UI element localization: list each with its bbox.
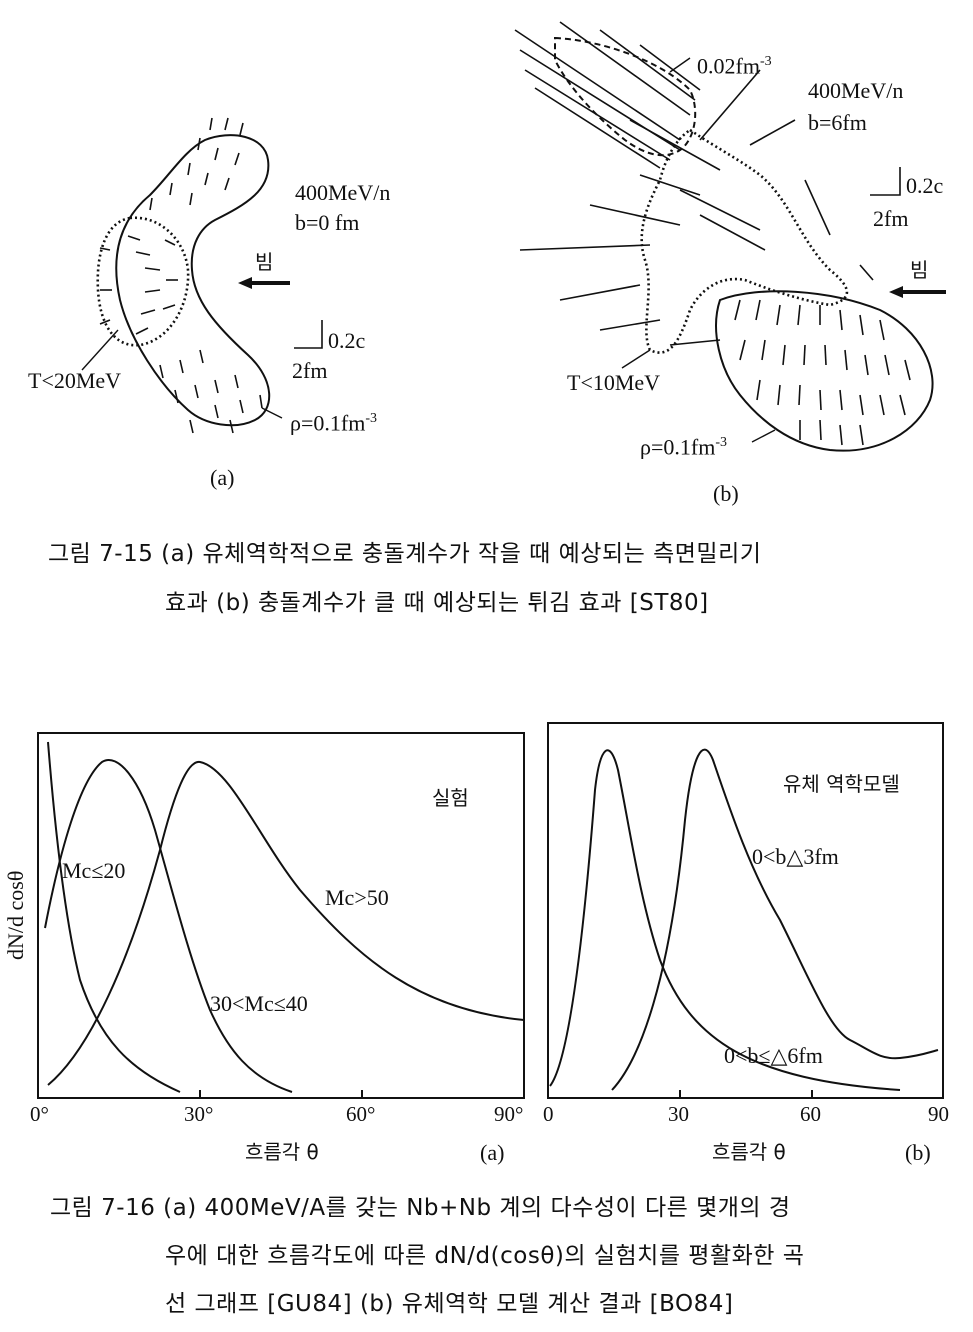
fig16b-xtick-0: 0 [543,1102,554,1126]
fig15b-temperature-label: T<10MeV [567,370,661,395]
fig16b-frame [547,722,944,1099]
fig15b-energy: 400MeV/n [808,78,904,103]
figure-7-16-caption-line2: 우에 대한 흐름각도에 따른 dN/d(cosθ)의 실험치를 평활화한 곡 [165,1243,805,1269]
fig15a-scale-length: 2fm [292,358,328,383]
figure-7-16-caption-line1: 그림 7-16 (a) 400MeV/A를 갖는 Nb+Nb 계의 다수성이 다… [50,1195,791,1221]
fig16b-curve-b-6fm [611,748,939,1091]
fig15b-contour-label: 0.02fm-3 [697,53,772,79]
fig15a-density-label: ρ=0.1fm-3 [290,410,377,436]
fig15a-panel-label: (a) [210,465,235,490]
fig16a-tag: 실험 [432,786,469,810]
fig15a-temperature-label: T<20MeV [28,368,122,393]
fig15b-beam-label: 빔 [910,258,929,282]
fig15b-density-contour [715,290,934,452]
fig15a-density-contour [115,134,271,427]
fig16b-curve-b-3fm [549,749,901,1091]
fig16b-curve1-label: 0<b△3fm [752,844,839,869]
fig15b-panel-label: (b) [713,481,739,506]
fig15a-temperature-contour [96,216,190,347]
fig16b-tag: 유체 역학모델 [783,772,900,796]
figure-7-16-caption-line3: 선 그래프 [GU84] (b) 유체역학 모델 계산 결과 [BO84] [165,1291,734,1317]
fig15a-scale-velocity: 0.2c [328,328,366,353]
fig16-ylabel: dN/d cosθ [3,870,28,960]
figure-7-15-caption-line2: 효과 (b) 충돌계수가 클 때 예상되는 튀김 효과 [ST80] [165,590,709,616]
fig16a-curve3-label: Mc>50 [325,885,389,910]
fig16a-xtick-30: 30° [184,1102,214,1126]
fig16a-curve-30-mc-40 [47,741,181,1093]
figure-7-15-caption-line1: 그림 7-15 (a) 유체역학적으로 충돌계수가 작을 때 예상되는 측면밀리… [48,541,762,567]
fig15a-impact: b=0 fm [295,210,360,235]
fig16a-curve2-label: 30<Mc≤40 [210,991,308,1016]
fig15a-energy: 400MeV/n [295,180,391,205]
fig15b-temperature-contour [640,128,849,354]
fig15b-density-label: ρ=0.1fm-3 [640,434,727,460]
fig16b-xtick-90: 90 [928,1102,949,1126]
fig15a-beam-label: 빔 [255,250,274,274]
fig15b-scale-velocity: 0.2c [906,173,944,198]
fig16a-xtick-60: 60° [346,1102,376,1126]
fig15b-impact: b=6fm [808,110,867,135]
fig16a-curve1-label: Mc≤20 [62,858,126,883]
fig16b-xtick-60: 60 [800,1102,821,1126]
fig16a-frame [37,732,525,1099]
fig16b-xlabel: 흐름각 θ [712,1140,786,1164]
fig16a-xtick-90: 90° [494,1102,524,1126]
fig16a-xtick-0: 0° [30,1102,49,1126]
fig15b-scale-length: 2fm [873,206,909,231]
fig16a-curve-mc-gt-50 [47,760,525,1086]
fig16b-curve2-label: 0<b≤△6fm [724,1043,823,1068]
fig16b-panel-label: (b) [905,1140,931,1165]
fig16a-curve-mc-le-20 [44,759,293,1093]
fig16a-xlabel: 흐름각 θ [245,1140,319,1164]
fig16a-panel-label: (a) [480,1140,505,1165]
fig16b-xtick-30: 30 [668,1102,689,1126]
